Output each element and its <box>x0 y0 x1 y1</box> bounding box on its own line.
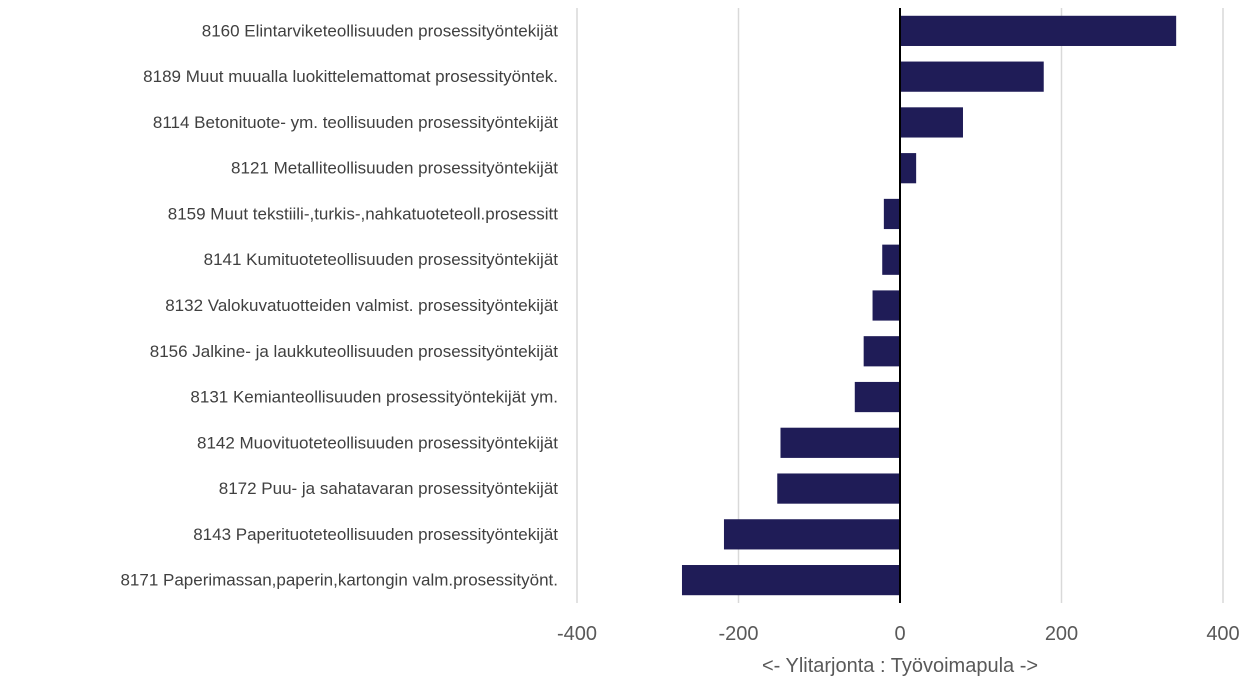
x-tick-label: -200 <box>718 623 758 645</box>
category-label: 8132 Valokuvatuotteiden valmist. prosess… <box>165 296 558 315</box>
category-label: 8121 Metalliteollisuuden prosessityöntek… <box>231 159 558 178</box>
category-label: 8141 Kumituoteteollisuuden prosessityönt… <box>204 250 559 269</box>
category-label: 8159 Muut tekstiili-,turkis-,nahkatuotet… <box>168 204 559 223</box>
category-label: 8160 Elintarviketeollisuuden prosessityö… <box>202 21 559 40</box>
x-tick-label: -400 <box>557 623 597 645</box>
bar <box>882 244 900 275</box>
category-label: 8143 Paperituoteteollisuuden prosessityö… <box>193 525 558 544</box>
bar <box>863 336 900 367</box>
category-label: 8142 Muovituoteteollisuuden prosessityön… <box>197 433 558 452</box>
bar <box>900 61 1044 92</box>
bar <box>723 519 900 550</box>
tick-labels: -400 -200 0 200 400 <box>557 623 1240 645</box>
category-label: 8172 Puu- ja sahatavaran prosessityöntek… <box>219 479 559 498</box>
bar <box>900 107 963 138</box>
bar <box>777 473 900 504</box>
category-label: 8171 Paperimassan,paperin,kartongin valm… <box>120 571 558 590</box>
bar <box>900 153 917 184</box>
bar <box>900 15 1177 46</box>
x-axis-title: <- Ylitarjonta : Työvoimapula -> <box>762 655 1038 677</box>
bar <box>681 565 900 596</box>
bar <box>872 290 900 321</box>
category-label: 8156 Jalkine- ja laukkuteollisuuden pros… <box>150 342 559 361</box>
category-label: 8189 Muut muualla luokittelemattomat pro… <box>143 67 558 86</box>
bar <box>883 198 900 230</box>
bar <box>854 381 900 413</box>
x-tick-label: 200 <box>1045 623 1078 645</box>
x-tick-label: 0 <box>894 623 905 645</box>
gridlines <box>576 8 1224 603</box>
category-label: 8131 Kemianteollisuuden prosessityönteki… <box>190 388 558 407</box>
x-tick-label: 400 <box>1206 623 1239 645</box>
category-labels: 8160 Elintarviketeollisuuden prosessityö… <box>120 21 558 589</box>
bar <box>780 427 900 458</box>
bars <box>681 15 1177 596</box>
category-label: 8114 Betonituote- ym. teollisuuden prose… <box>153 113 558 132</box>
